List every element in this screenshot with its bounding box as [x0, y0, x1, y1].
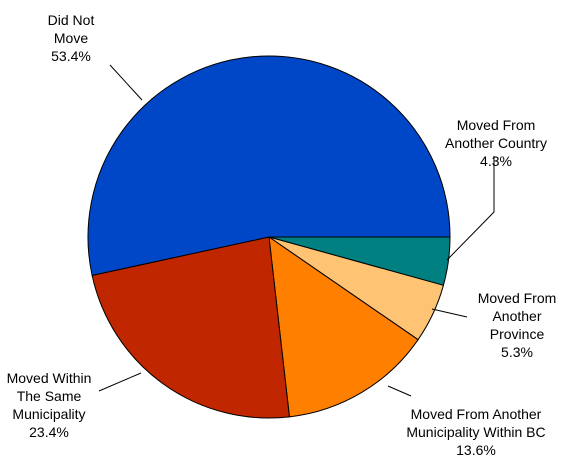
slice-label-0: Moved From Another Country 4.3% — [445, 117, 547, 169]
slice-label-3: Moved Within The Same Municipality 23.4% — [7, 370, 92, 440]
slice-label-line-3-2: Municipality — [12, 406, 85, 422]
slice-label-line-1-0: Moved From — [478, 290, 557, 306]
slice-value-0: 4.3% — [480, 153, 512, 169]
leader-line-0 — [446, 156, 495, 261]
slice-label-1: Moved From Another Province 5.3% — [478, 290, 557, 360]
slice-value-2: 13.6% — [456, 442, 496, 458]
slice-label-line-4-1: Move — [54, 30, 88, 46]
slice-value-3: 23.4% — [29, 424, 69, 440]
slice-label-line-1-2: Province — [490, 326, 545, 342]
leader-line-2 — [387, 385, 412, 397]
pie-slice-2 — [268, 235, 419, 418]
leader-line-4 — [109, 64, 143, 101]
slice-label-line-2-1: Municipality Within BC — [406, 424, 545, 440]
slice-label-line-3-1: The Same — [17, 388, 82, 404]
slice-label-line-0-0: Moved From — [457, 117, 536, 133]
slice-label-line-4-0: Did Not — [48, 12, 95, 28]
pie-slice-3 — [91, 236, 290, 419]
leader-line-3 — [98, 372, 142, 392]
slice-value-1: 5.3% — [501, 344, 533, 360]
leader-line-1 — [431, 308, 468, 318]
slice-label-line-3-0: Moved Within — [7, 370, 92, 386]
pie-slice-4 — [87, 55, 451, 276]
slice-label-line-0-1: Another Country — [445, 135, 547, 151]
slice-label-line-2-0: Moved From Another — [411, 406, 542, 422]
slice-value-4: 53.4% — [51, 48, 91, 64]
slice-label-4: Did Not Move 53.4% — [48, 12, 95, 64]
slice-label-2: Moved From Another Municipality Within BC… — [406, 406, 545, 458]
slice-label-line-1-1: Another — [492, 308, 541, 324]
